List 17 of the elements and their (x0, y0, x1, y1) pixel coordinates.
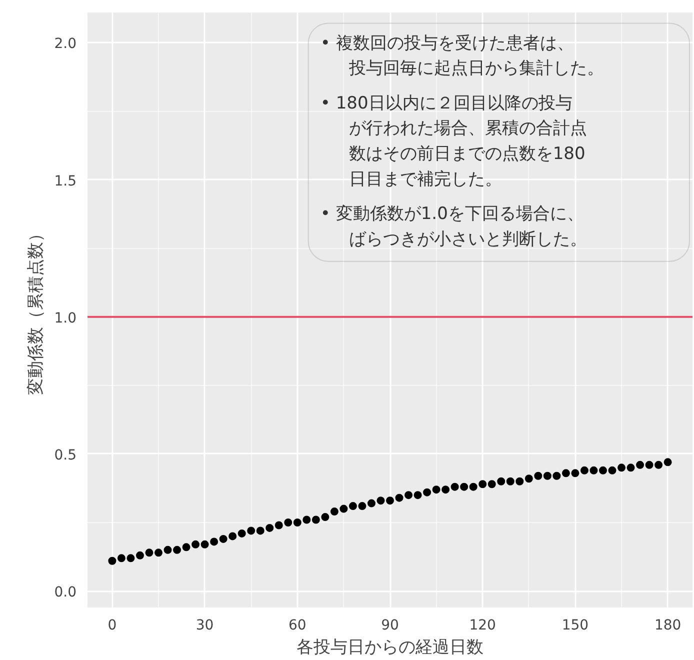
y-tick-label: 1.0 (54, 310, 76, 326)
y-tick-label: 0.0 (54, 584, 76, 601)
x-tick-label: 60 (288, 618, 306, 634)
x-tick-label: 0 (108, 618, 117, 634)
x-tick-label: 180 (654, 618, 682, 634)
annotation: • 変動係数が1.0を下回る場合に、ばらつきが小さいと判断した。 (320, 204, 587, 250)
x-tick-label: 120 (469, 618, 496, 634)
y-axis-title: 変動係数（累積点数） (26, 225, 46, 395)
x-tick-label: 30 (196, 618, 214, 634)
y-tick-label: 0.5 (54, 447, 76, 464)
annotation: • 180日以内に２回目以降の投与が行われた場合、累積の合計点数はその前日までの点数を180日目まで補完した。 (320, 93, 587, 190)
y-tick-label: 1.5 (54, 173, 76, 190)
x-tick-label: 90 (381, 618, 399, 634)
x-tick-label: 150 (562, 618, 589, 634)
x-axis-title: 各投与日からの経過日数 (296, 638, 484, 658)
annotation: • 複数回の投与を受けた患者は、投与回毎に起点日から集計した。 (320, 33, 604, 79)
y-tick-label: 2.0 (54, 36, 76, 52)
